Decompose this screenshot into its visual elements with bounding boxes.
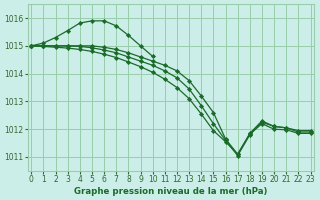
X-axis label: Graphe pression niveau de la mer (hPa): Graphe pression niveau de la mer (hPa) [74,187,268,196]
